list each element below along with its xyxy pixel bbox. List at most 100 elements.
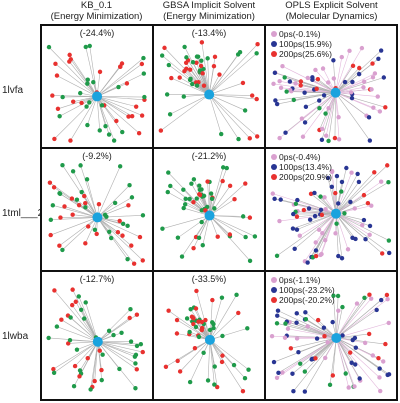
legend-item-200ps: 200ps(25.6%)	[271, 49, 332, 59]
network-node	[294, 214, 300, 219]
network-node	[298, 83, 303, 88]
network-node	[181, 205, 186, 211]
network-node	[87, 100, 92, 105]
network-node	[374, 307, 379, 313]
network-edge	[97, 166, 121, 218]
network-node	[212, 382, 217, 387]
network-node	[74, 197, 80, 202]
network-edge	[335, 50, 382, 93]
network-edge	[325, 92, 336, 136]
network-node	[376, 56, 381, 61]
network-edge	[85, 46, 98, 97]
network-edge	[335, 165, 388, 214]
rmsd-change-label: (-9.2%)	[82, 151, 112, 161]
network-edge	[74, 341, 99, 367]
network-node	[128, 339, 134, 344]
network-edge	[209, 339, 215, 385]
network-edge	[335, 89, 372, 93]
network-node	[275, 308, 281, 313]
network-edge	[72, 289, 99, 342]
network-node	[51, 185, 57, 190]
network-node	[301, 207, 307, 213]
network-node	[197, 192, 203, 198]
network-node	[277, 78, 282, 84]
network-node	[315, 77, 321, 82]
network-node	[331, 293, 336, 298]
network-node	[322, 333, 327, 339]
network-edge	[336, 337, 355, 387]
network-node	[376, 355, 381, 361]
network-node	[353, 345, 359, 350]
network-node	[317, 105, 322, 111]
network-edge	[335, 73, 376, 93]
network-edge	[294, 213, 337, 250]
network-edge	[336, 294, 370, 339]
network-node	[133, 104, 139, 109]
network-node	[187, 379, 193, 385]
legend-label: 200ps(25.6%)	[279, 49, 332, 59]
network-node	[53, 61, 58, 67]
network-node	[277, 135, 282, 141]
network-edge	[71, 304, 99, 342]
network-edge	[209, 339, 244, 392]
network-node	[166, 308, 171, 313]
network-node	[324, 133, 329, 138]
network-node	[137, 234, 143, 240]
navy-dot-icon	[271, 164, 277, 170]
network-node	[92, 378, 97, 384]
network-node	[212, 364, 217, 369]
network-node	[243, 234, 248, 240]
network-node	[140, 258, 145, 263]
network-graph	[270, 163, 392, 265]
network-node	[74, 347, 80, 352]
network-node	[114, 118, 119, 124]
network-edge	[62, 217, 98, 251]
network-node	[133, 361, 138, 366]
network-node	[165, 189, 170, 195]
network-node	[193, 324, 199, 330]
network-node	[294, 227, 300, 232]
network-node	[92, 227, 98, 232]
network-node	[332, 135, 338, 141]
network-node	[194, 288, 199, 294]
network-node	[321, 93, 327, 98]
network-node	[379, 297, 384, 303]
network-node	[97, 128, 102, 133]
network-node	[336, 137, 342, 142]
network-node	[356, 179, 362, 185]
network-node	[294, 336, 300, 341]
network-edge	[171, 77, 210, 95]
network-node	[205, 204, 210, 210]
network-edge	[179, 77, 210, 95]
network-node	[227, 232, 233, 237]
network-edge	[304, 213, 337, 262]
network-node	[158, 128, 164, 133]
network-node	[325, 175, 331, 181]
network-edge	[335, 92, 370, 118]
network-node	[78, 90, 83, 96]
network-node	[83, 201, 88, 206]
network-edge	[284, 77, 336, 93]
network-node	[224, 165, 229, 171]
network-edge	[321, 213, 337, 255]
network-node	[313, 356, 318, 361]
network-edge	[69, 54, 98, 97]
network-node	[174, 317, 180, 323]
network-node	[316, 227, 322, 232]
network-node	[199, 319, 205, 325]
network-edge	[96, 73, 144, 97]
network-edge	[208, 94, 239, 140]
network-node	[119, 330, 124, 335]
network-node	[250, 93, 255, 98]
network-edge	[335, 202, 369, 214]
network-edge	[209, 215, 256, 237]
network-node	[378, 179, 384, 184]
network-node	[310, 77, 315, 83]
network-node	[372, 71, 378, 76]
network-edge	[335, 92, 378, 97]
network-edge	[273, 83, 336, 93]
network-node	[274, 101, 280, 107]
network-node	[141, 71, 147, 76]
network-node	[240, 214, 246, 219]
network-node	[194, 83, 200, 88]
